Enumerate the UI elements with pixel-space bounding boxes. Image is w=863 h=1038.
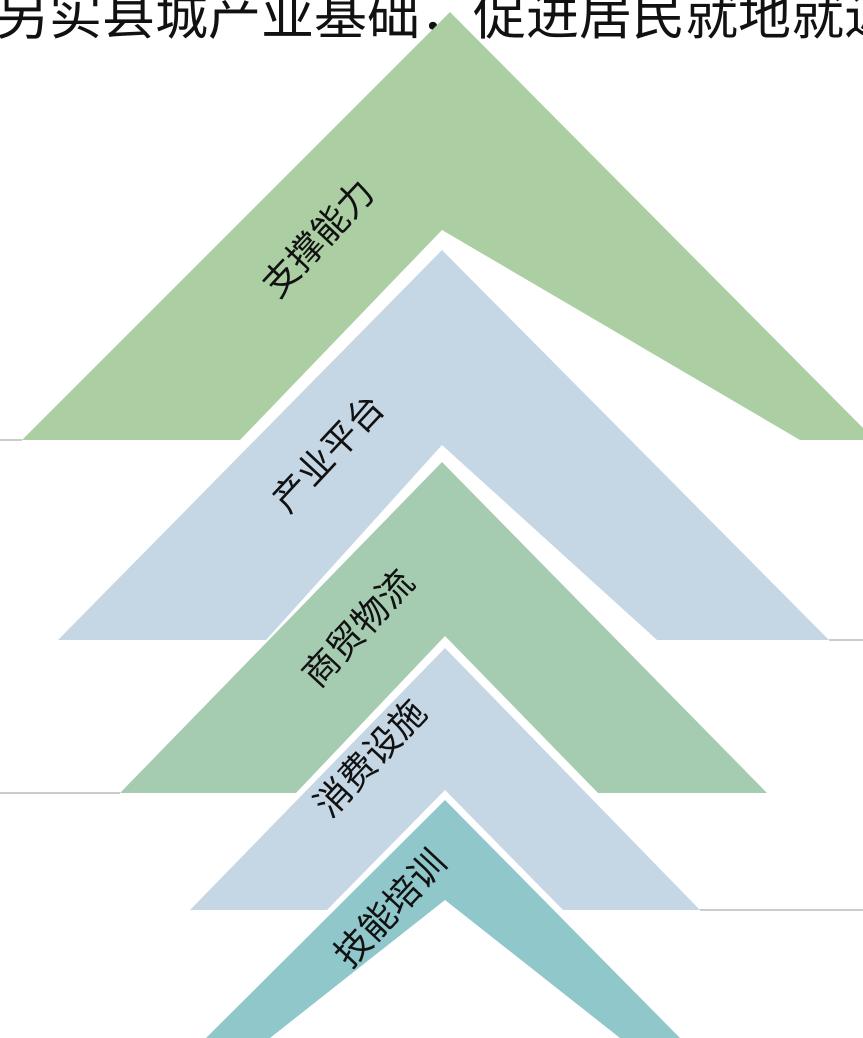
chevron-layer-2 (58, 250, 829, 640)
chevron-layer-3 (120, 462, 767, 793)
divider-lines (0, 439, 863, 911)
chevron-layer-4 (190, 648, 700, 910)
chevron-layer-1 (22, 12, 863, 440)
chevron-layer-5 (206, 800, 680, 1038)
